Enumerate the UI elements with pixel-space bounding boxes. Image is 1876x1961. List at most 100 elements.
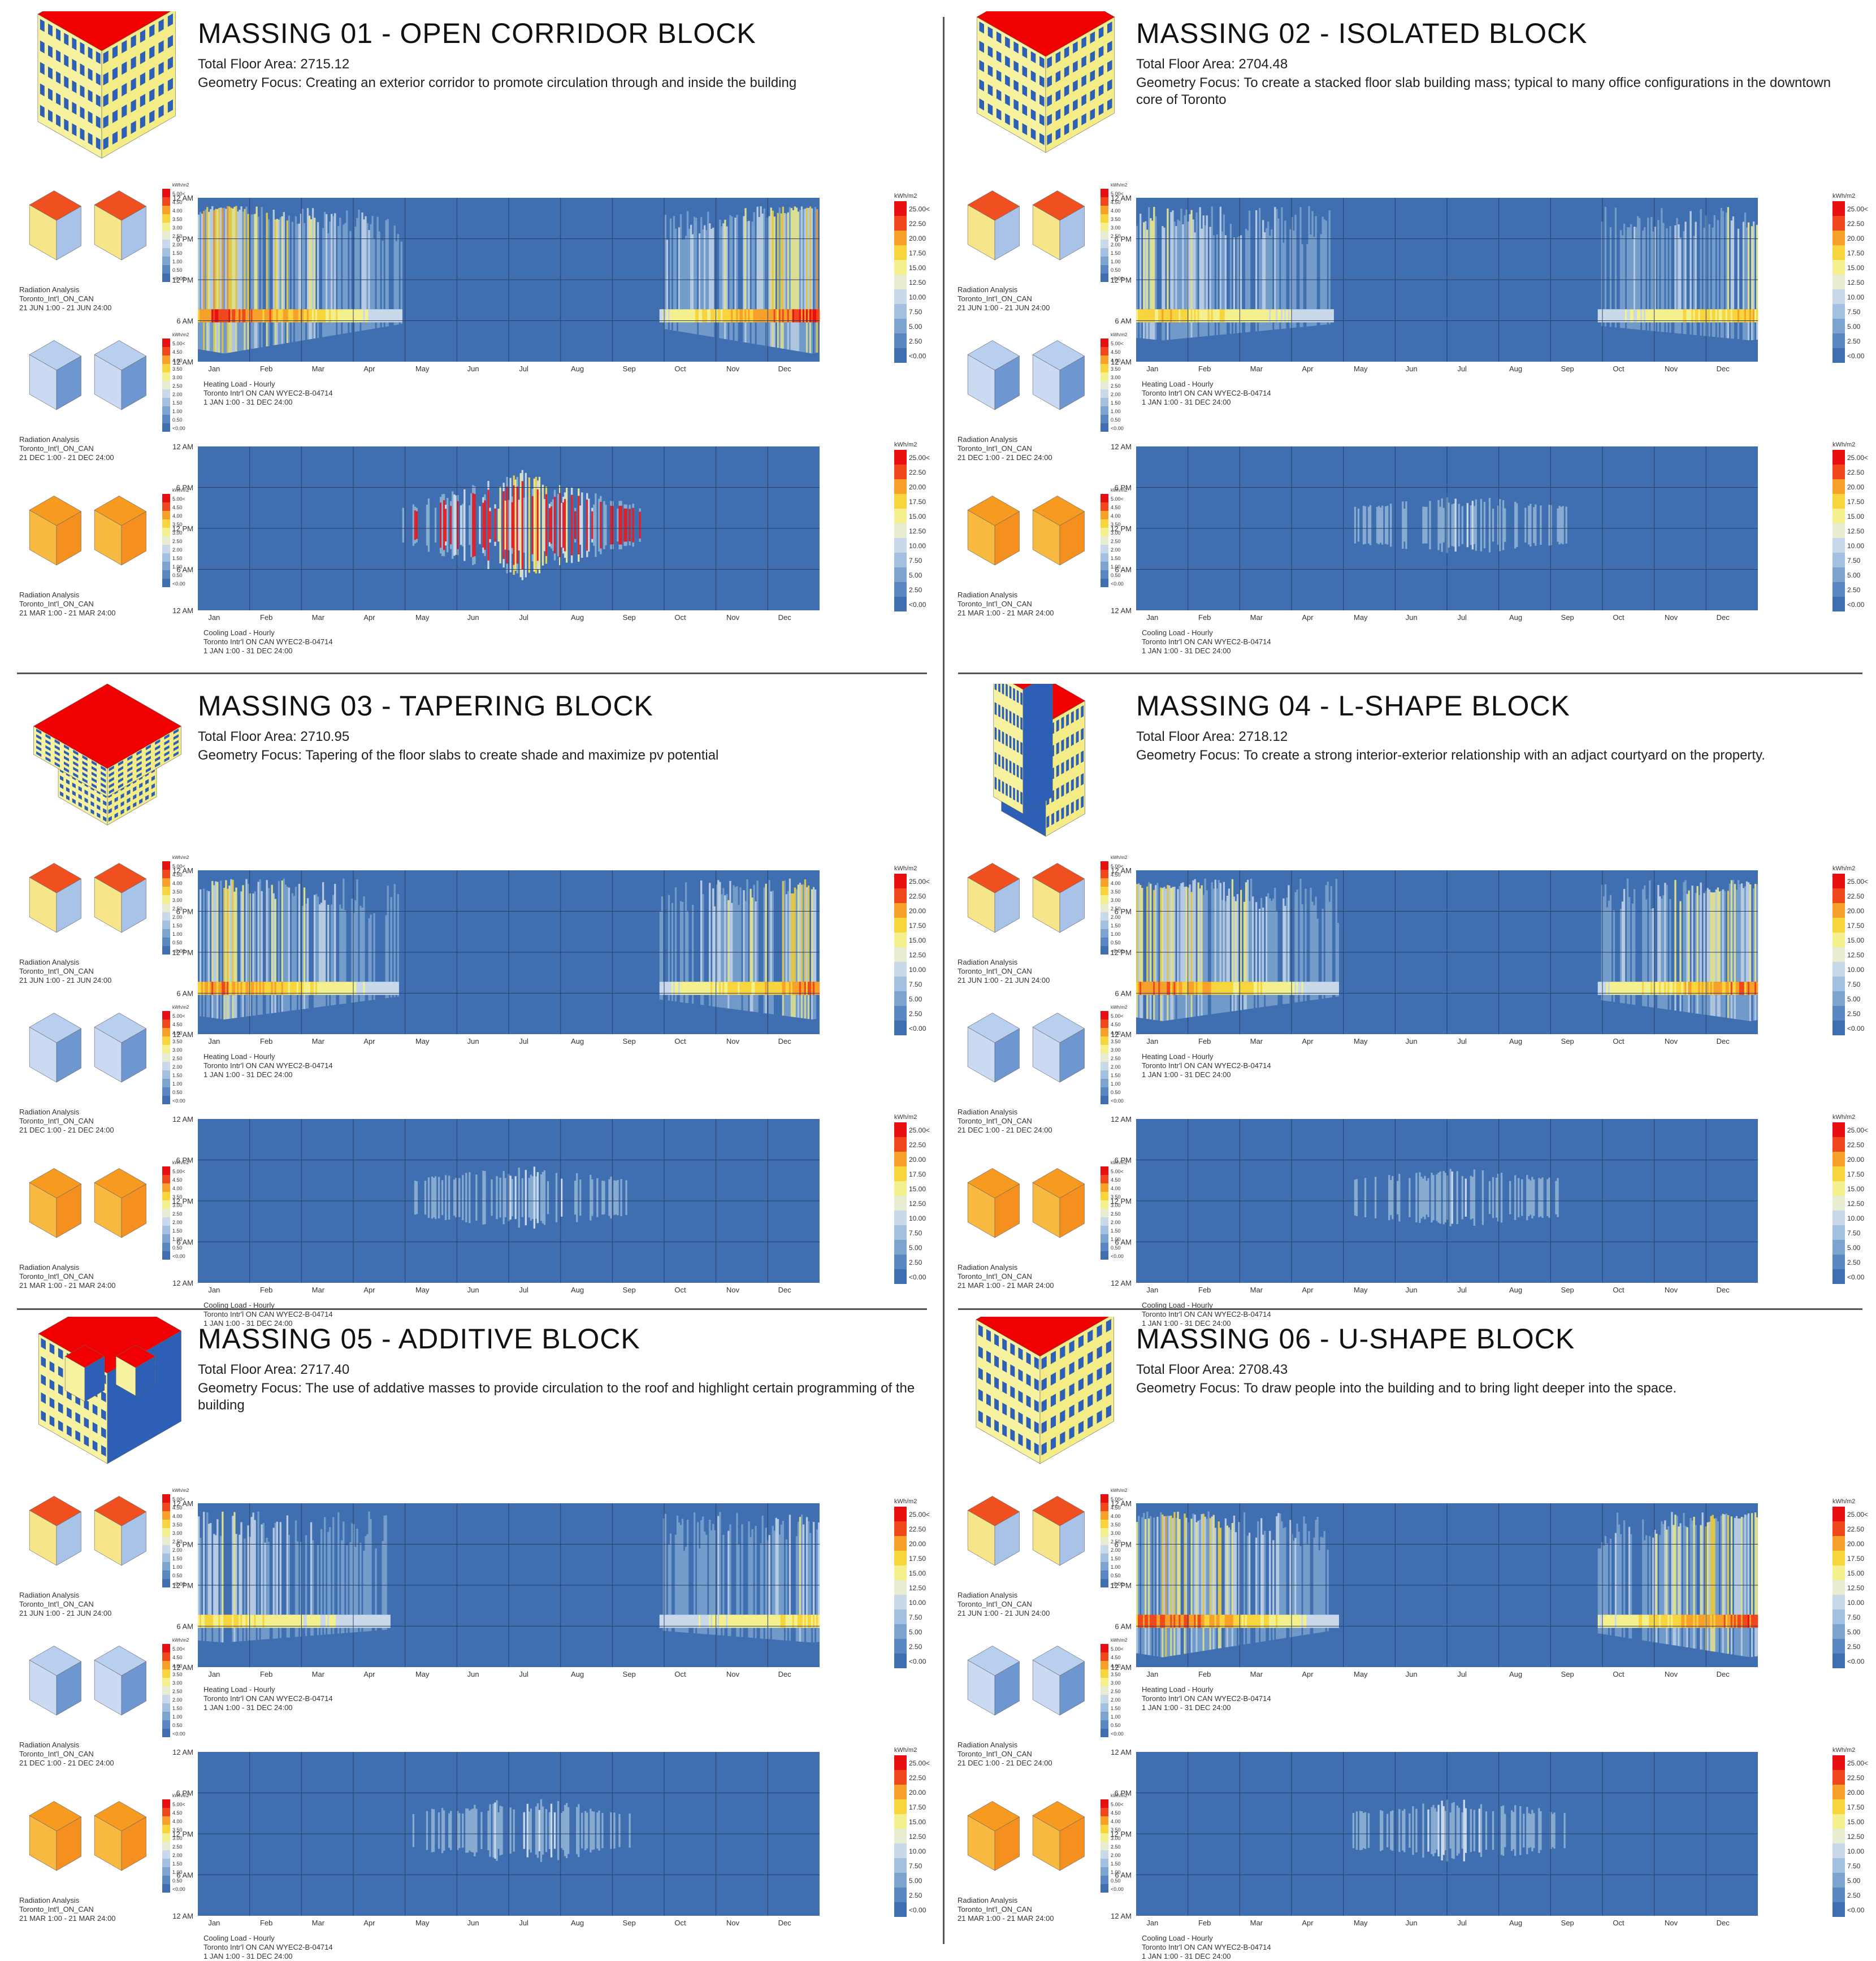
svg-text:kWh/m2: kWh/m2 — [894, 1498, 917, 1505]
svg-text:Jul: Jul — [1457, 613, 1467, 622]
svg-text:1.50: 1.50 — [172, 1073, 183, 1078]
radiation-label-jun: Radiation Analysis Toronto_Int'l_ON_CAN … — [958, 1591, 1050, 1618]
panel-title: MASSING 03 - TAPERING BLOCK — [198, 689, 653, 722]
heating-load-label: Heating Load - Hourly Toronto Intr'l ON … — [1142, 1685, 1271, 1712]
svg-text:Oct: Oct — [674, 1670, 686, 1678]
svg-text:25.00<: 25.00< — [909, 454, 930, 462]
heating-load-label: Heating Load - Hourly Toronto Intr'l ON … — [203, 1685, 333, 1712]
svg-text:12.50: 12.50 — [909, 951, 926, 959]
cooling-load-label: Cooling Load - Hourly Toronto Intr'l ON … — [203, 628, 333, 656]
svg-text:7.50: 7.50 — [909, 1613, 922, 1621]
radiation-label-mar: Radiation Analysis Toronto_Int'l_ON_CAN … — [19, 591, 116, 618]
svg-text:15.00: 15.00 — [1847, 264, 1864, 272]
svg-text:25.00<: 25.00< — [1847, 878, 1868, 886]
svg-text:2.50: 2.50 — [909, 1891, 922, 1899]
svg-text:1.00: 1.00 — [172, 1081, 183, 1087]
svg-text:Aug: Aug — [571, 365, 584, 373]
svg-text:5.00: 5.00 — [909, 1877, 922, 1885]
total-floor-area: Total Floor Area: 2710.95 — [198, 729, 349, 745]
svg-text:2.50: 2.50 — [1111, 1689, 1121, 1694]
svg-text:2.50: 2.50 — [1847, 1010, 1861, 1018]
svg-text:12 AM: 12 AM — [1111, 866, 1132, 875]
svg-text:Oct: Oct — [1613, 613, 1624, 622]
panel-title: MASSING 01 - OPEN CORRIDOR BLOCK — [198, 17, 756, 50]
svg-text:5.00: 5.00 — [1847, 571, 1861, 579]
svg-text:1.50: 1.50 — [1111, 400, 1121, 406]
svg-text:5.00: 5.00 — [1847, 1244, 1861, 1252]
radiation-label-jun: Radiation Analysis Toronto_Int'l_ON_CAN … — [958, 958, 1050, 985]
cooling-legend: kWh/m225.00<22.5020.0017.5015.0012.5010.… — [1831, 441, 1876, 616]
svg-text:15.00: 15.00 — [1847, 936, 1864, 944]
svg-text:12.50: 12.50 — [909, 1200, 926, 1208]
svg-text:Jun: Jun — [467, 1670, 479, 1678]
svg-text:25.00<: 25.00< — [1847, 454, 1868, 462]
svg-text:6 PM: 6 PM — [176, 484, 193, 492]
panel-title: MASSING 02 - ISOLATED BLOCK — [1136, 17, 1588, 50]
svg-text:Jun: Jun — [1406, 1037, 1418, 1045]
heating-legend: kWh/m225.00<22.5020.0017.5015.0012.5010.… — [893, 192, 938, 367]
svg-text:Mar: Mar — [1250, 613, 1263, 622]
svg-text:kWh/m2: kWh/m2 — [894, 865, 917, 872]
svg-text:Sep: Sep — [1561, 1286, 1574, 1294]
svg-text:Aug: Aug — [1509, 613, 1522, 622]
svg-text:Jul: Jul — [1457, 365, 1467, 373]
svg-text:7.50: 7.50 — [909, 308, 922, 316]
svg-text:May: May — [1354, 365, 1368, 373]
svg-text:Feb: Feb — [1198, 365, 1211, 373]
radiation-label-dec: Radiation Analysis Toronto_Int'l_ON_CAN … — [19, 1741, 114, 1768]
svg-text:12 AM: 12 AM — [1111, 442, 1132, 451]
svg-text:Jul: Jul — [519, 613, 528, 622]
svg-text:2.00: 2.00 — [172, 392, 183, 397]
heating-legend: kWh/m225.00<22.5020.0017.5015.0012.5010.… — [1831, 192, 1876, 367]
svg-text:15.00: 15.00 — [909, 264, 926, 272]
radiation-label-dec: Radiation Analysis Toronto_Int'l_ON_CAN … — [958, 1108, 1052, 1135]
svg-text:Nov: Nov — [726, 365, 740, 373]
svg-text:7.50: 7.50 — [909, 1229, 922, 1237]
svg-text:12 AM: 12 AM — [172, 1912, 193, 1920]
svg-text:May: May — [415, 1670, 430, 1678]
svg-text:12 AM: 12 AM — [172, 1663, 193, 1672]
svg-text:Dec: Dec — [1717, 1037, 1730, 1045]
svg-text:20.00: 20.00 — [1847, 907, 1864, 915]
svg-text:6 AM: 6 AM — [176, 1871, 193, 1880]
svg-text:17.50: 17.50 — [1847, 1170, 1864, 1178]
svg-text:22.50: 22.50 — [1847, 468, 1864, 476]
svg-text:10.00: 10.00 — [909, 966, 926, 974]
svg-text:Aug: Aug — [1509, 1037, 1522, 1045]
cooling-legend: kWh/m225.00<22.5020.0017.5015.0012.5010.… — [893, 1113, 938, 1288]
svg-text:Dec: Dec — [778, 365, 792, 373]
svg-text:10.00: 10.00 — [1847, 966, 1864, 974]
svg-text:2.50: 2.50 — [1847, 586, 1861, 594]
svg-text:kWh/m2: kWh/m2 — [1111, 1488, 1128, 1493]
heating-load-label: Heating Load - Hourly Toronto Intr'l ON … — [203, 1052, 333, 1079]
svg-text:Jan: Jan — [208, 365, 220, 373]
svg-text:20.00: 20.00 — [909, 235, 926, 242]
svg-text:Nov: Nov — [726, 1919, 740, 1927]
svg-text:12 PM: 12 PM — [172, 276, 193, 284]
svg-text:Jun: Jun — [467, 1286, 479, 1294]
svg-text:Nov: Nov — [1665, 613, 1678, 622]
svg-text:<0.00: <0.00 — [909, 352, 926, 360]
svg-text:1.00: 1.00 — [1111, 1081, 1121, 1087]
heating-legend: kWh/m225.00<22.5020.0017.5015.0012.5010.… — [893, 1498, 938, 1673]
svg-text:Jul: Jul — [519, 1286, 528, 1294]
svg-text:Jul: Jul — [519, 1037, 528, 1045]
svg-text:Nov: Nov — [1665, 1286, 1678, 1294]
heating-load-label: Heating Load - Hourly Toronto Intr'l ON … — [203, 380, 333, 407]
svg-text:May: May — [1354, 613, 1368, 622]
svg-text:<0.00: <0.00 — [172, 1098, 185, 1104]
svg-text:1.00: 1.00 — [1111, 409, 1121, 414]
svg-text:<0.00: <0.00 — [909, 601, 926, 609]
svg-text:12 AM: 12 AM — [1111, 194, 1132, 202]
svg-text:1.00: 1.00 — [172, 1714, 183, 1720]
svg-text:1.50: 1.50 — [172, 400, 183, 406]
svg-text:May: May — [1354, 1037, 1368, 1045]
svg-text:Jun: Jun — [467, 613, 479, 622]
svg-text:Oct: Oct — [674, 1919, 686, 1927]
svg-text:Feb: Feb — [260, 613, 272, 622]
